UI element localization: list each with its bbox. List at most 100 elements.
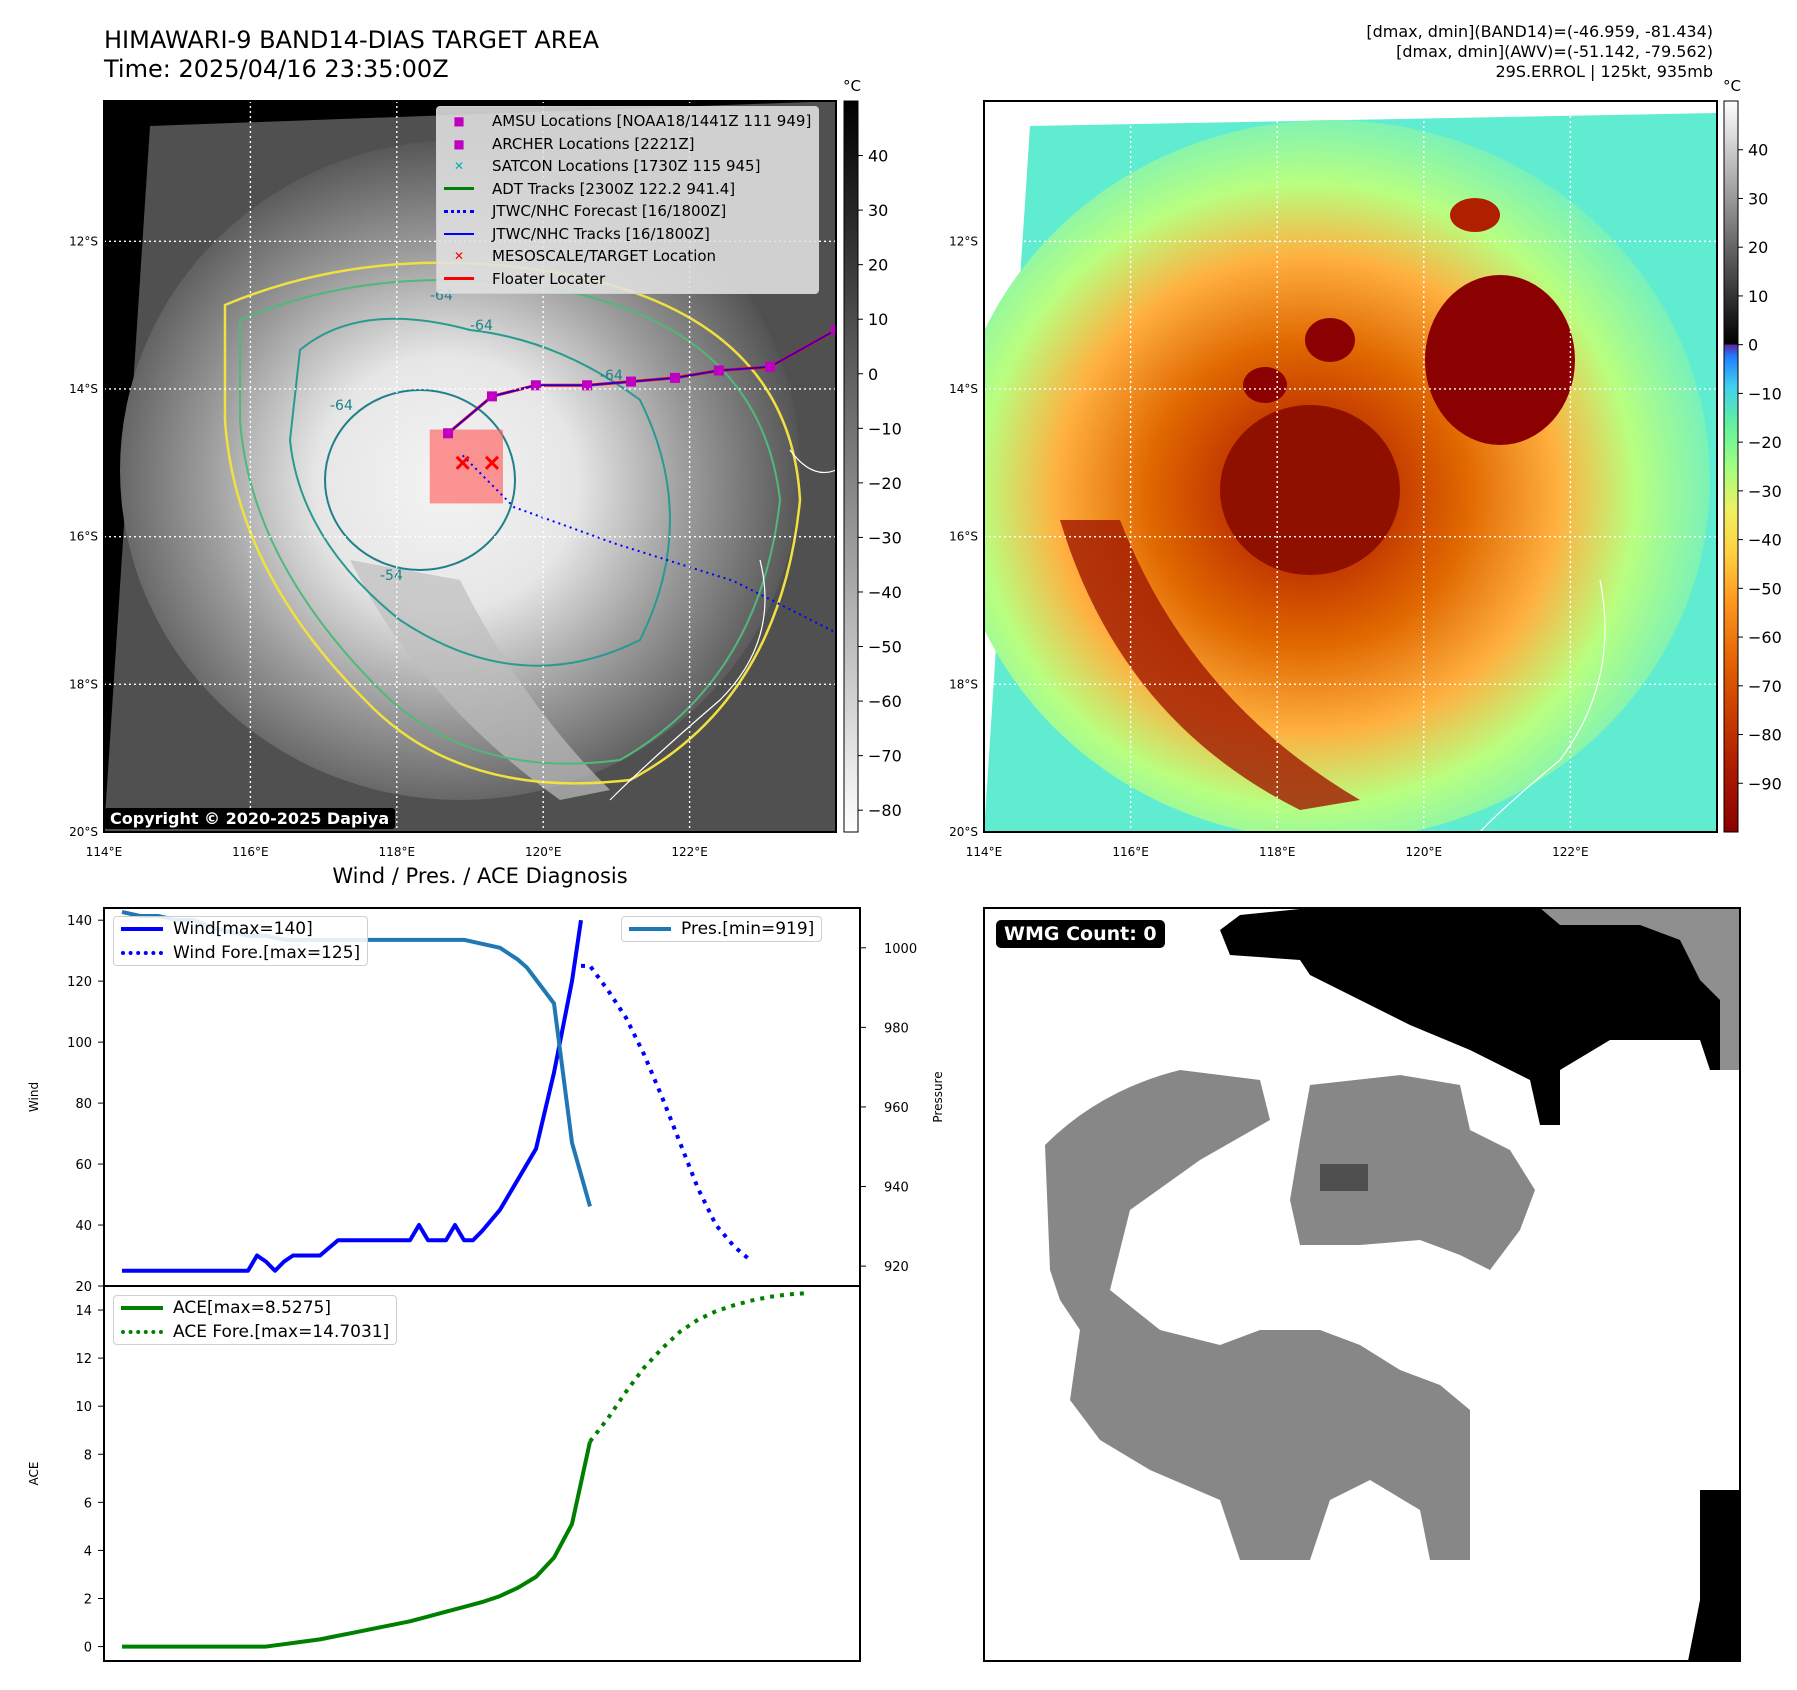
y-tick-label: 140 <box>67 914 92 929</box>
map-lat-label: 16°S <box>949 530 978 544</box>
ir-colorbar-tick-label: −10 <box>868 419 902 438</box>
coastline <box>609 559 766 801</box>
ir-colorbar-tick-label: −40 <box>868 583 902 602</box>
map-lat-label: 20°S <box>69 825 98 839</box>
series-line-ace <box>122 1441 592 1649</box>
map-legend-item: JTWC/NHC Tracks [16/1800Z] <box>437 223 818 246</box>
awv-colorbar-tick-label: −10 <box>1748 384 1782 403</box>
ir-colorbar-tick-label: 30 <box>868 201 888 220</box>
awv-cell-2 <box>1243 367 1287 403</box>
jtwc-forecast-track <box>461 454 836 634</box>
map-lat-label: 12°S <box>949 234 978 248</box>
contour-middle <box>288 317 671 667</box>
amsu-location-marker <box>831 324 836 335</box>
awv-convection-ne <box>1425 275 1575 445</box>
wind-legend-label: Wind[max=140] <box>173 919 313 939</box>
awv-colorbar-tick-label: −30 <box>1748 482 1782 501</box>
y-tick-label: 4 <box>84 1544 92 1559</box>
awv-colorbar-tick-label: 0 <box>1748 336 1758 355</box>
ir-colorbar-tick-label: 20 <box>868 256 888 275</box>
y-tick-label: 0 <box>84 1641 92 1656</box>
awv-colorbar-tick-label: 30 <box>1748 189 1768 208</box>
awv-core <box>1220 405 1400 575</box>
map-legend-label: AMSU Locations [NOAA18/1441Z 111 949] <box>492 112 812 131</box>
map-lon-label: 120°E <box>525 845 562 859</box>
map-lat-label: 20°S <box>949 825 978 839</box>
contour-label: -64 <box>330 398 353 414</box>
contour-label: -64 <box>600 368 623 384</box>
title-line-1: HIMAWARI-9 BAND14-DIAS TARGET AREA <box>104 26 600 54</box>
y2-tick-label: 940 <box>884 1181 909 1196</box>
pres-legend-label: Pres.[min=919] <box>681 919 815 939</box>
y-tick-label: 10 <box>75 1400 92 1415</box>
map-legend-item: ✕ SATCON Locations [1730Z 115 945] <box>437 155 818 178</box>
contour-inner <box>324 389 516 571</box>
copyright-badge: Copyright © 2020-2025 Dapiya <box>104 808 396 829</box>
map-legend-item: ADT Tracks [2300Z 122.2 941.4] <box>437 178 818 201</box>
y-tick-label: 20 <box>75 1280 92 1295</box>
map-lat-label: 14°S <box>949 382 978 396</box>
ace-legend-swatch <box>121 1306 163 1310</box>
ace-legend: ACE[max=8.5275] ACE Fore.[max=14.7031] <box>113 1295 398 1345</box>
map-legend-item: ■ AMSU Locations [NOAA18/1441Z 111 949] <box>437 110 818 133</box>
map-legend-swatch: ✕ <box>453 249 465 264</box>
awv-colorbar-tick-label: 20 <box>1748 238 1768 257</box>
map-lon-label: 116°E <box>232 845 269 859</box>
wmg-gray-region-center <box>1290 1075 1535 1270</box>
mesoscale-target-marker <box>484 455 500 470</box>
wmg-black-region-bottom <box>1688 1490 1740 1661</box>
wind-fore-legend-label: Wind Fore.[max=125] <box>173 943 361 963</box>
ace-axes <box>103 1285 861 1662</box>
ir-colorbar-tick-label: −30 <box>868 528 902 547</box>
y-tick-label: 6 <box>84 1496 92 1511</box>
map-lon-label: 118°E <box>379 845 416 859</box>
ace-fore-legend-swatch <box>121 1330 163 1334</box>
map-lon-label: 122°E <box>1552 845 1589 859</box>
map-legend-swatch <box>444 232 474 235</box>
awv-colorbar-unit: °C <box>1723 77 1741 95</box>
wmg-panel <box>983 907 1741 1662</box>
mesoscale-target-marker <box>455 455 470 470</box>
awv-map-panel: 114°E 116°E 118°E 120°E 122°E 12°S 14°S 16°S 18°… <box>949 100 1718 859</box>
awv-colorbar <box>1723 100 1739 833</box>
ace-legend-label: ACE[max=8.5275] <box>173 1298 331 1318</box>
wmg-dark-cell <box>1320 1164 1368 1191</box>
y-tick-label: 8 <box>84 1448 92 1463</box>
map-legend-swatch <box>444 209 474 213</box>
ace-fore-legend-label: ACE Fore.[max=14.7031] <box>173 1322 390 1342</box>
awv-colorbar-tick-label: −40 <box>1748 531 1782 550</box>
y-tick-label: 14 <box>75 1304 92 1319</box>
ir-colorbar-tick-label: −70 <box>868 747 902 766</box>
y2-tick-label: 980 <box>884 1021 909 1036</box>
awv-rainband <box>1060 520 1360 810</box>
map-legend-swatch: ■ <box>453 136 465 151</box>
y-tick-label: 2 <box>84 1593 92 1608</box>
map-lat-label: 18°S <box>69 677 98 691</box>
awv-colorbar-tick-label: −50 <box>1748 579 1782 598</box>
wmg-black-region <box>1220 908 1740 1125</box>
y-tick-label: 120 <box>67 975 92 990</box>
ir-colorbar-tick-label: −50 <box>868 638 902 657</box>
y2-tick-label: 960 <box>884 1101 909 1116</box>
map-lon-label: 116°E <box>1112 845 1149 859</box>
y-tick-label: 60 <box>75 1158 92 1173</box>
contour-label: -54 <box>380 568 403 584</box>
y-tick-label: 12 <box>75 1352 92 1367</box>
pres-legend-swatch <box>629 927 671 931</box>
map-lon-label: 114°E <box>86 845 123 859</box>
map-lat-label: 12°S <box>69 234 98 248</box>
y-tick-label: 100 <box>67 1036 92 1051</box>
map-lat-label: 16°S <box>69 530 98 544</box>
amsu-location-marker <box>765 361 776 372</box>
amsu-location-marker <box>669 372 680 383</box>
map-legend-label: JTWC/NHC Forecast [16/1800Z] <box>492 202 727 221</box>
coastline-north <box>789 449 836 474</box>
amsu-location-marker <box>713 365 724 376</box>
pressure-legend: Pres.[min=919] <box>621 916 823 942</box>
ir-colorbar-tick-label: 40 <box>868 147 888 166</box>
y-tick-label: 80 <box>75 1097 92 1112</box>
awv-colorbar-tick-label: −90 <box>1748 774 1782 793</box>
map-legend-item: ✕ MESOSCALE/TARGET Location <box>437 245 818 268</box>
map-legend-swatch: ■ <box>453 114 465 129</box>
y-axis-label: Wind <box>27 1082 41 1112</box>
